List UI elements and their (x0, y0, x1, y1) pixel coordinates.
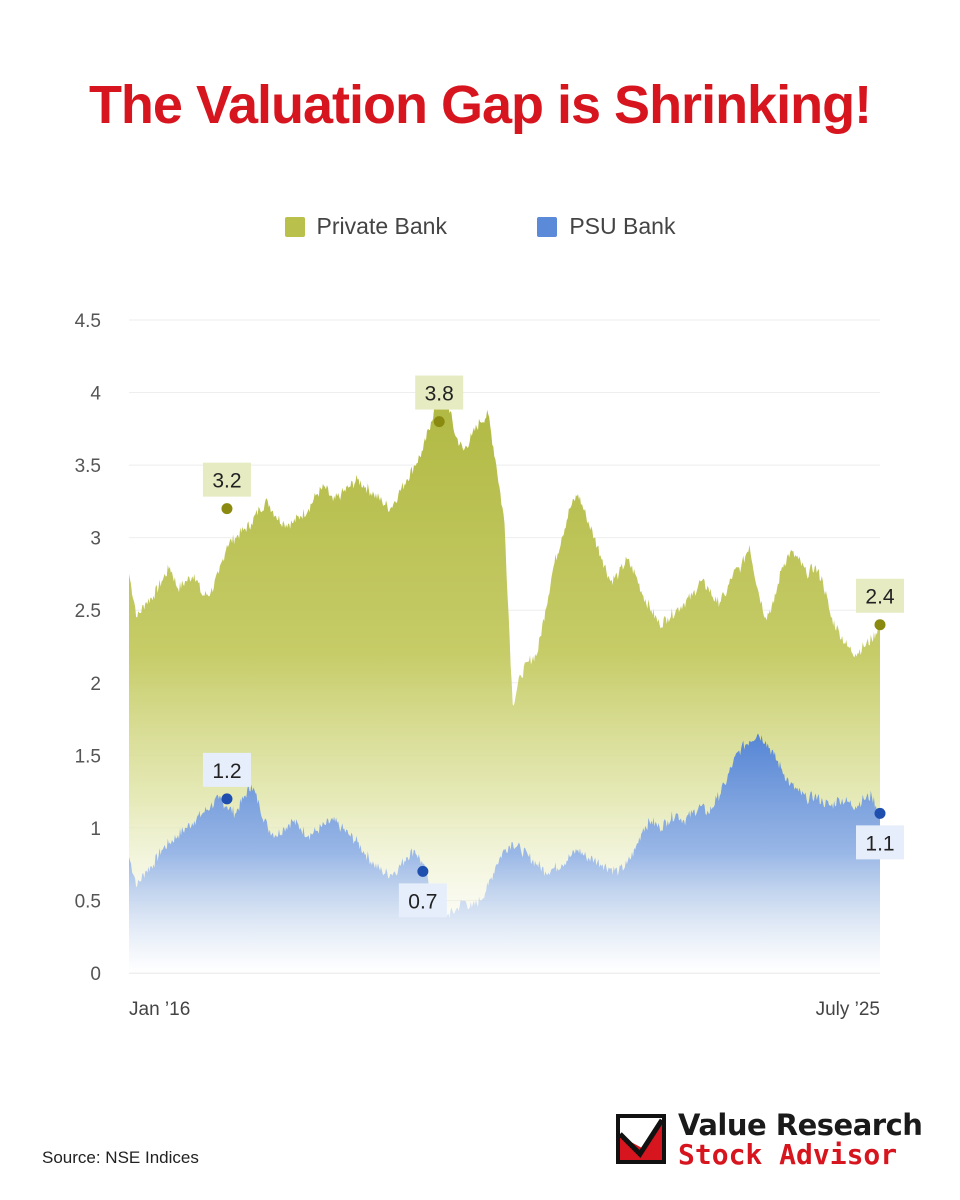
brand-name: Value Research (678, 1108, 923, 1142)
series-area-psu-bank (129, 733, 880, 973)
annotation-label-bg (398, 883, 447, 918)
legend-item-private-bank[interactable]: Private Bank (284, 213, 447, 240)
y-tick-label: 3.5 (75, 456, 101, 477)
y-axis-ticks: 0 0.5 1 1.5 2 2.5 3 3.5 4 4.5 (75, 311, 102, 985)
annotation-1.2: 1.2 (202, 752, 251, 805)
annotation-marker (221, 793, 233, 805)
annotation-2.4: 2.4 (856, 578, 904, 631)
y-tick-label: 1 (90, 819, 101, 840)
annotation-label: 0.7 (408, 890, 437, 913)
annotation-marker (874, 807, 886, 819)
y-tick-label: 1.5 (75, 746, 101, 767)
private-bank-swatch (284, 216, 305, 237)
y-tick-label: 4 (90, 384, 101, 405)
data-annotations: 3.2 3.8 2.4 1.2 0.7 1.1 (202, 375, 904, 918)
annotation-label-bg (202, 462, 251, 497)
checkmark-box-icon (616, 1114, 666, 1164)
annotation-label-bg (202, 752, 251, 787)
annotation-0.7: 0.7 (398, 865, 447, 918)
legend-label-private-bank: Private Bank (316, 213, 447, 239)
chart-title: The Valuation Gap is Shrinking! (88, 75, 872, 135)
series-areas (129, 390, 880, 973)
legend-item-psu-bank[interactable]: PSU Bank (537, 213, 675, 240)
annotation-marker (874, 619, 886, 631)
annotation-3.2: 3.2 (202, 462, 251, 515)
annotation-label-bg (856, 825, 904, 860)
annotation-label: 1.2 (212, 760, 241, 783)
y-tick-label: 3 (90, 529, 101, 550)
source-note: Source: NSE Indices (42, 1148, 199, 1167)
y-tick-label: 0 (90, 964, 101, 985)
annotation-label: 2.4 (865, 586, 895, 609)
y-tick-label: 2.5 (75, 601, 101, 622)
psu-bank-swatch (537, 216, 558, 237)
annotation-label: 3.8 (425, 383, 454, 406)
y-tick-label: 0.5 (75, 891, 101, 912)
legend: Private Bank PSU Bank (0, 213, 960, 243)
x-tick-end: July ’25 (816, 999, 880, 1020)
annotation-3.8: 3.8 (415, 375, 464, 428)
annotation-label-bg (856, 578, 904, 613)
annotation-marker (417, 865, 429, 877)
brand-product: Stock Advisor (678, 1138, 898, 1171)
legend-label-psu-bank: PSU Bank (569, 213, 676, 239)
annotation-label-bg (415, 375, 464, 410)
x-tick-start: Jan ’16 (129, 999, 190, 1020)
brand-logo: Value Research Stock Advisor (612, 1108, 932, 1171)
annotation-marker (221, 503, 233, 515)
annotation-marker (433, 416, 445, 428)
annotation-label: 1.1 (865, 832, 894, 855)
area-chart: 00.511.522.533.544.5 3.23.82.41.20.71.1 … (75, 311, 904, 1020)
annotation-1.1: 1.1 (856, 807, 904, 860)
annotation-label: 3.2 (212, 470, 241, 493)
y-tick-label: 4.5 (75, 311, 101, 332)
y-tick-label: 2 (90, 674, 101, 695)
